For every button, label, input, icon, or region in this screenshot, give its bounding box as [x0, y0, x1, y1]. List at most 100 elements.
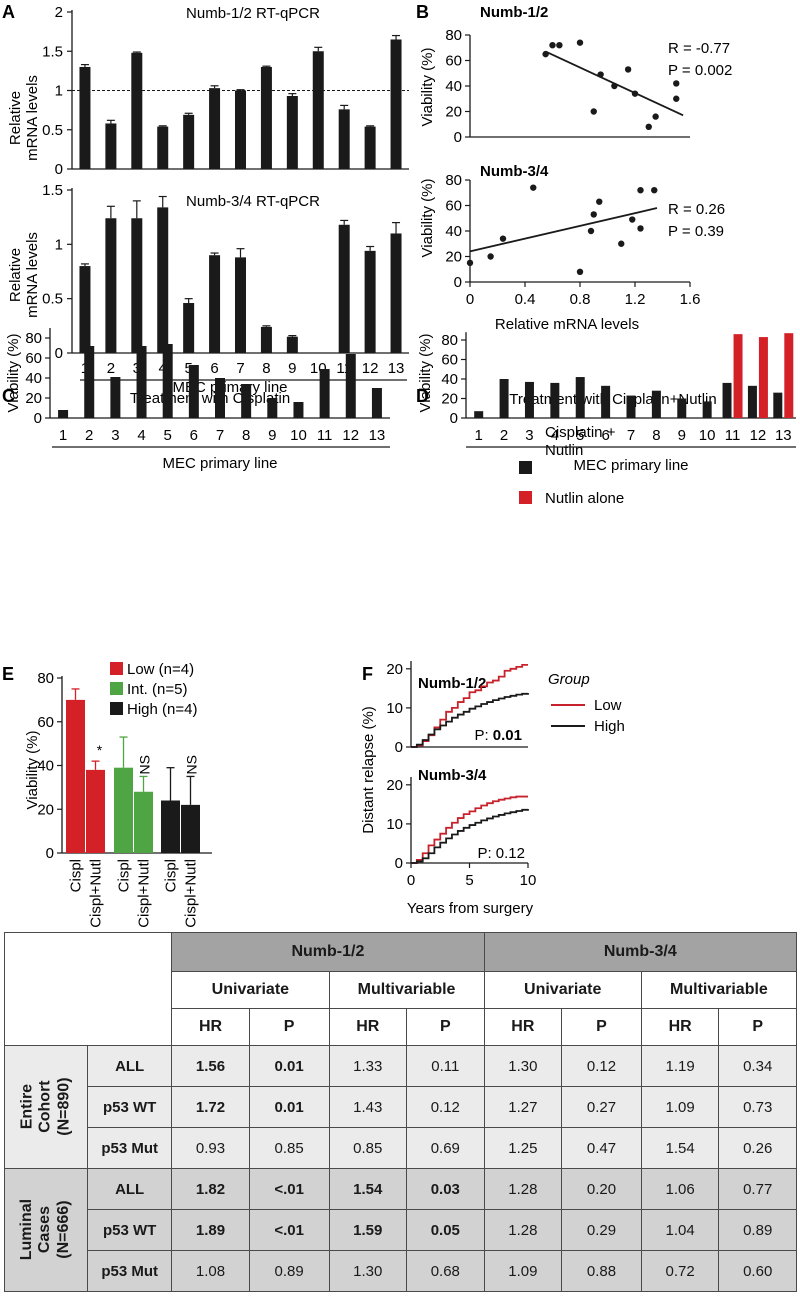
x-axis-label: MEC primary line	[162, 455, 277, 472]
bar	[338, 109, 350, 169]
stat-header: P	[561, 1008, 642, 1046]
table-cell: 0.20	[561, 1168, 642, 1210]
y-axis-label: Viability (%)	[419, 179, 436, 258]
bar	[345, 354, 356, 418]
table-cell: 1.30	[328, 1250, 408, 1292]
x-tick-label: 5	[576, 427, 584, 444]
y-axis-label: Viability (%)	[5, 334, 22, 413]
bar	[773, 392, 783, 418]
table-cell: 0.85	[328, 1127, 408, 1169]
bar	[131, 52, 143, 169]
bar	[188, 365, 199, 418]
table-corner	[3, 971, 173, 1009]
bar	[702, 401, 712, 418]
y-tick-label: 60	[445, 53, 462, 70]
stats-r: R = 0.26	[668, 201, 725, 218]
data-point	[576, 268, 584, 275]
table-cell: 0.60	[718, 1250, 797, 1292]
x-tick-label: 4	[137, 427, 145, 444]
chart-title: Numb-3/4	[480, 163, 549, 180]
table-cell: 1.27	[483, 1086, 563, 1128]
table-cell: 0.89	[248, 1250, 330, 1292]
group-label-luminal: Luminal Cases (N=666)	[3, 1168, 89, 1292]
y-tick-label: 40	[445, 223, 462, 240]
x-axis-label: Relative mRNA levels	[495, 316, 639, 333]
table-cell: 0.29	[561, 1209, 642, 1251]
bar	[286, 336, 298, 353]
x-tick-label: 9	[288, 360, 296, 377]
table-cell: 0.47	[561, 1127, 642, 1169]
bar	[58, 410, 69, 418]
chart-title: Treatment with Cisplatin	[130, 390, 290, 407]
table-cell: 0.01	[248, 1045, 330, 1087]
bar	[181, 804, 200, 853]
y-tick-label: 1	[55, 236, 63, 253]
chart-title: Numb-1/2	[480, 4, 548, 21]
bar	[215, 378, 225, 418]
table-cell: 0.26	[718, 1127, 797, 1169]
table-cell: 1.28	[483, 1209, 563, 1251]
table-cell: 1.30	[483, 1045, 563, 1087]
x-tick-label: 8	[652, 427, 660, 444]
x-tick-label: 13	[388, 360, 405, 377]
table-row: p53 Mut 1.08 0.89 1.30 0.68 1.09 0.88 0.…	[5, 1250, 797, 1292]
x-tick-label: 7	[627, 427, 635, 444]
stat-header: HR	[171, 1008, 250, 1046]
bar	[105, 218, 117, 353]
bar	[364, 250, 376, 353]
table-cell: 0.85	[248, 1127, 330, 1169]
bar	[626, 395, 636, 418]
panel-a-numb34-chart: Numb-3/4 RT-qPCR Relative mRNA levels ME…	[7, 182, 409, 396]
x-tick-label: Cispl	[116, 859, 133, 892]
x-tick-label: 3	[525, 427, 533, 444]
x-tick-label: 6	[210, 360, 218, 377]
y-tick-label: 20	[386, 661, 403, 678]
bar	[758, 337, 768, 418]
x-tick-label: 1	[475, 427, 483, 444]
data-point	[637, 225, 644, 232]
y-tick-label: 40	[25, 370, 42, 387]
x-tick-label: Cispl+Nutl	[183, 859, 200, 928]
table-cell: 1.09	[640, 1086, 720, 1128]
y-tick-label: 20	[25, 390, 42, 407]
table-cell: 0.12	[406, 1086, 485, 1128]
bar	[86, 769, 105, 853]
bar	[157, 126, 169, 169]
bar	[338, 224, 350, 353]
y-tick-label: 0	[454, 274, 462, 291]
table-row: Entire Cohort (N=890) ALL 1.56 0.01 1.33 0…	[3, 1045, 797, 1169]
panel-b-numb34-scatter: Numb-3/4 Viability (%) R = 0.26 P = 0.39…	[419, 163, 725, 333]
significance-annotation: NS	[184, 755, 200, 774]
y-tick-label: 40	[445, 78, 462, 95]
y-tick-label: 0	[395, 855, 403, 872]
data-point	[590, 211, 597, 218]
gene-header: Numb-3/4	[483, 932, 798, 972]
bar	[105, 123, 117, 169]
p-value-text: P: 0.12	[477, 845, 525, 862]
bar	[784, 333, 794, 418]
table-cell: 0.69	[406, 1127, 485, 1169]
panel-f-numb34-km: Numb-3/4 Distant relapse (%) Years from …	[360, 706, 536, 917]
x-tick-label: 2	[500, 427, 508, 444]
table-cell: <.01	[248, 1168, 330, 1210]
y-tick-label: 0	[55, 161, 63, 178]
analysis-header: Multivariable	[640, 971, 798, 1009]
hazard-ratio-table: Numb-1/2 Numb-3/4 Univariate Multivariab…	[3, 932, 798, 1292]
y-tick-label: 0.5	[42, 122, 63, 139]
x-axis-label: Years from surgery	[407, 900, 534, 917]
legend-swatch-cisplatin-nutlin	[519, 461, 532, 474]
bar	[183, 303, 195, 353]
significance-annotation: *	[97, 742, 103, 758]
table-cell: 1.89	[171, 1209, 250, 1251]
x-tick-label: 13	[775, 427, 792, 444]
table-cell: 0.27	[561, 1086, 642, 1128]
y-tick-label: 0	[55, 345, 63, 362]
x-tick-label: Cispl+Nutl	[136, 859, 153, 928]
data-point	[618, 240, 625, 247]
data-point	[645, 123, 652, 130]
bar	[677, 398, 687, 418]
data-point	[530, 184, 537, 191]
bar	[371, 388, 382, 418]
x-tick-label: 2	[85, 427, 93, 444]
chart-title: Numb-3/4	[418, 767, 487, 784]
